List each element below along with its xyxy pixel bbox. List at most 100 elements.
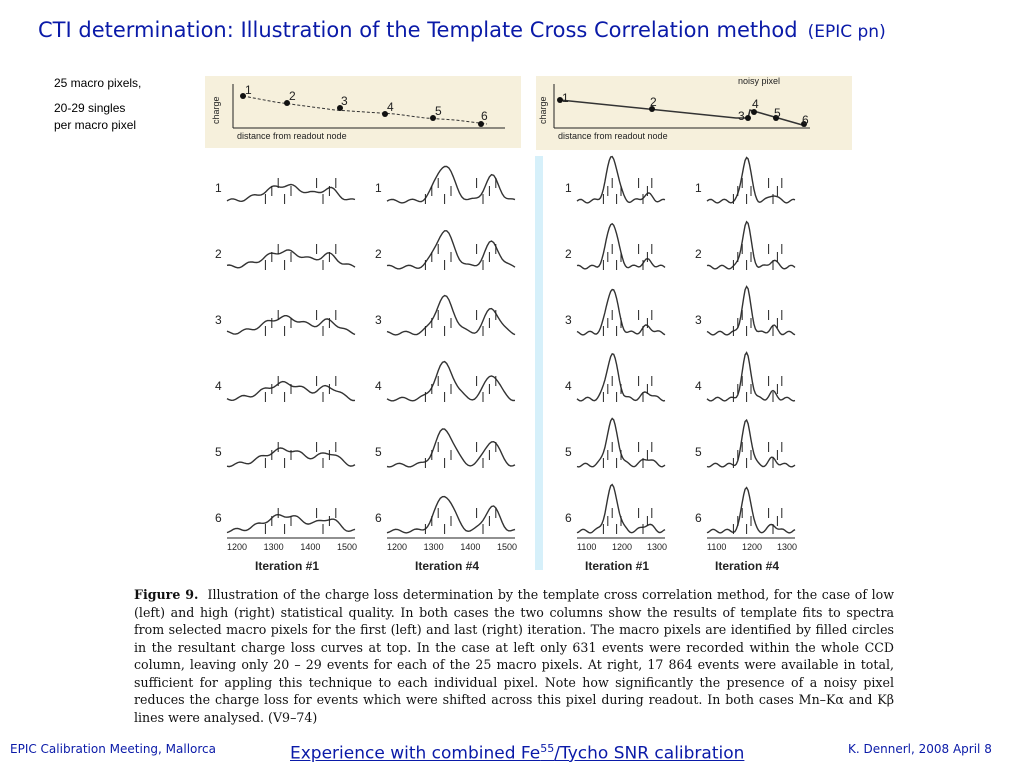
point-5 <box>773 115 779 121</box>
spectrum-fit-curve <box>706 351 796 402</box>
row-label: 3 <box>695 313 702 327</box>
tick-label: 1300 <box>424 542 444 552</box>
tick-label: 1200 <box>387 542 407 552</box>
tick-label: 1200 <box>612 542 632 552</box>
tick-label: 1100 <box>577 542 596 552</box>
point-label-4: 4 <box>752 97 759 111</box>
tick-label: 1200 <box>227 542 247 552</box>
footer-right: K. Dennerl, 2008 April 8 <box>848 742 992 756</box>
footer-left: EPIC Calibration Meeting, Mallorca <box>10 742 217 756</box>
y-axis-label: charge <box>538 96 548 124</box>
point-label-6: 6 <box>481 109 488 123</box>
row-label: 5 <box>565 445 572 459</box>
row-label: 6 <box>375 511 382 525</box>
row-label: 1 <box>375 181 382 195</box>
row-label: 4 <box>565 379 572 393</box>
x-axis-label: distance from readout node <box>558 131 668 141</box>
spectrum-fit-curve <box>386 495 516 534</box>
row-label: 5 <box>695 445 702 459</box>
row-label: 3 <box>375 313 382 327</box>
point-label-2: 2 <box>650 95 657 109</box>
spectra-grid: 1 2 3 4 5 6 1200 1300 1400 1500 Iteration #1 1 2 3 4 5 6… <box>215 155 797 573</box>
note-line-3: per macro pixel <box>54 118 137 132</box>
tick-label: 1500 <box>337 542 357 552</box>
tick-label: 1400 <box>300 542 320 552</box>
figure-label: Figure 9. <box>134 587 199 602</box>
point-label-1: 1 <box>245 83 252 97</box>
right-panel-points: 1 2 3 4 5 6 <box>557 91 809 127</box>
spectrum-fit-curve <box>706 285 796 336</box>
left-charge-loss-panel: charge distance from readout node 1 2 3 … <box>205 76 521 148</box>
spectrum-fit-curve <box>226 183 356 203</box>
point-6 <box>801 121 807 127</box>
right-charge-loss-panel: charge distance from readout node noisy … <box>536 76 852 150</box>
row-label: 4 <box>375 379 382 393</box>
point-label-2: 2 <box>289 89 296 103</box>
point-label-1: 1 <box>562 91 569 105</box>
row-label: 1 <box>695 181 702 195</box>
spectrum-fit-curve <box>706 418 796 468</box>
point-3 <box>337 105 343 111</box>
title-subtitle: (EPIC pn) <box>807 22 886 42</box>
point-2 <box>284 100 290 106</box>
row-label: 3 <box>215 313 222 327</box>
point-2 <box>649 106 655 112</box>
point-label-3: 3 <box>341 94 348 108</box>
iteration-1-label: Iteration #1 <box>255 559 319 573</box>
figure-caption-text: Illustration of the charge loss determin… <box>134 587 894 725</box>
spectrum-fit-curve <box>386 294 516 336</box>
slide-title: CTI determination: Illustration of the T… <box>38 18 998 42</box>
row-label: 5 <box>375 445 382 459</box>
footer-center: Experience with combined Fe55/Tycho SNR … <box>290 742 745 764</box>
spectrum-fit-curve <box>386 230 516 270</box>
row-label: 2 <box>695 247 702 261</box>
x-axis-label: distance from readout node <box>237 131 347 141</box>
row-label: 4 <box>695 379 702 393</box>
point-5 <box>430 115 436 121</box>
spectrum-fit-curve <box>706 156 796 204</box>
row-label: 3 <box>565 313 572 327</box>
divider-stripe <box>535 156 543 570</box>
row-label: 6 <box>695 511 702 525</box>
y-axis-label: charge <box>211 96 221 124</box>
point-label-6: 6 <box>802 113 809 127</box>
spectrum-fit-curve <box>706 220 796 270</box>
point-6 <box>478 121 484 127</box>
spectrum-fit-curve <box>386 428 516 468</box>
tick-label: 1300 <box>777 542 797 552</box>
tick-label: 1400 <box>460 542 480 552</box>
row-label: 4 <box>215 379 222 393</box>
row-label: 2 <box>375 247 382 261</box>
spectrum-fit-curve <box>386 165 516 204</box>
point-label-3: 3 <box>738 109 745 123</box>
spectrum-fit-curve <box>226 249 356 269</box>
point-label-4: 4 <box>387 100 394 114</box>
left-panel-points: 1 2 3 4 5 6 <box>240 83 488 127</box>
point-label-5: 5 <box>435 104 442 118</box>
row-label: 6 <box>215 511 222 525</box>
noisy-pixel-label: noisy pixel <box>738 76 780 86</box>
tick-label: 1300 <box>647 542 667 552</box>
row-label: 2 <box>215 247 222 261</box>
note-line-1: 25 macro pixels, <box>54 76 142 90</box>
spectrum-fit-curve <box>386 360 516 402</box>
tick-label: 1300 <box>264 542 284 552</box>
point-4 <box>751 109 757 115</box>
row-label: 6 <box>565 511 572 525</box>
point-3 <box>745 115 751 121</box>
title-main: CTI determination: Illustration of the T… <box>38 18 798 42</box>
tick-label: 1500 <box>497 542 517 552</box>
tick-label: 1200 <box>742 542 762 552</box>
row-label: 5 <box>215 445 222 459</box>
row-label: 1 <box>215 181 222 195</box>
tick-label: 1100 <box>707 542 726 552</box>
iteration-4-label: Iteration #4 <box>415 559 479 573</box>
point-1 <box>557 97 563 103</box>
note-line-2: 20-29 singles <box>54 101 126 115</box>
point-label-5: 5 <box>774 106 781 120</box>
spectrum-fit-curve <box>706 486 796 534</box>
iteration-4-label: Iteration #4 <box>715 559 779 573</box>
figure-caption: Figure 9. Illustration of the charge los… <box>134 586 894 726</box>
point-1 <box>240 93 246 99</box>
row-label: 1 <box>565 181 572 195</box>
